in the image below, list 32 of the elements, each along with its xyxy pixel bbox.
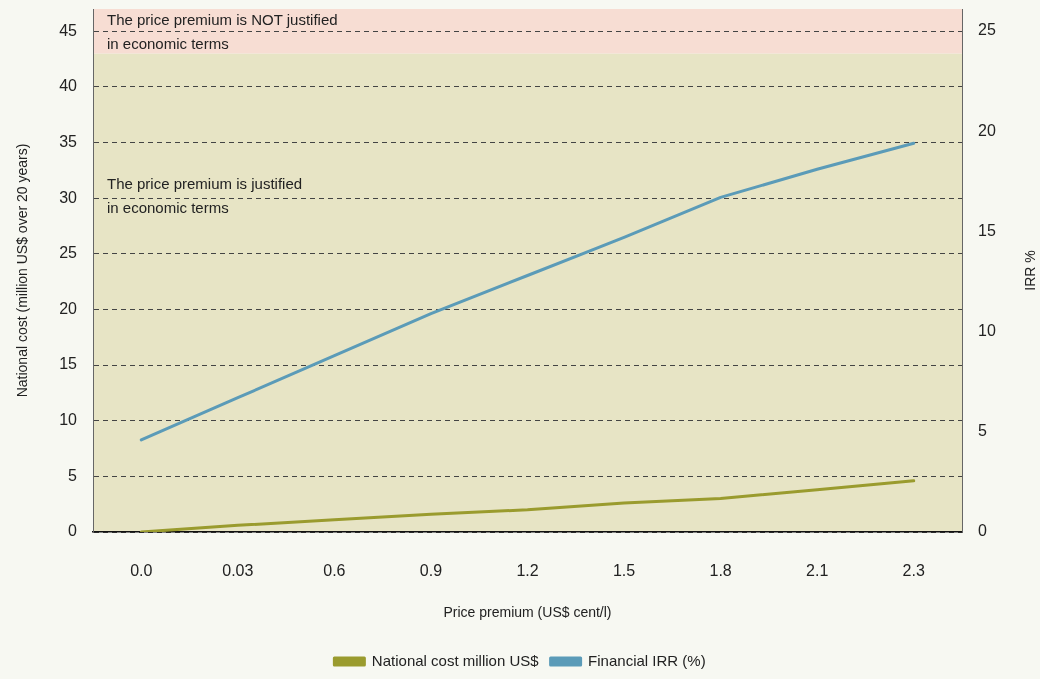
y-tick-label: 30: [59, 188, 78, 206]
x-tick-label: 1.8: [709, 562, 732, 580]
x-axis-title: Price premium (US$ cent/l): [443, 604, 612, 621]
x-tick-label: 0.6: [323, 562, 346, 580]
x-tick-label: 0.9: [419, 562, 443, 580]
legend-label: National cost million US$: [371, 651, 540, 669]
y2-axis-title: IRR %: [1021, 250, 1038, 291]
x-tick-label: 0.0: [130, 562, 153, 580]
x-tick-label: 1.5: [612, 562, 636, 580]
x-tick-label: 0.03: [222, 562, 254, 580]
y2-tick-label: 5: [978, 422, 987, 440]
y-tick-label: 15: [59, 355, 78, 373]
y-tick-label: 0: [68, 522, 78, 540]
y2-tick-label: 20: [978, 121, 996, 139]
x-tick-label: 1.2: [516, 562, 539, 580]
band-label: The price premium is justified in economic terms: [107, 175, 303, 217]
band-label: The price premium is NOT justified in economic terms: [107, 11, 338, 53]
legend-label: Financial IRR (%): [588, 651, 706, 669]
y2-tick-label: 0: [978, 522, 987, 540]
y-tick-label: 5: [68, 466, 78, 484]
y-tick-label: 20: [59, 299, 78, 317]
y-tick-label: 25: [59, 244, 78, 262]
y2-tick-label: 10: [978, 322, 996, 340]
y2-tick-label: 25: [978, 21, 996, 39]
x-tick-label: 2.3: [902, 562, 925, 580]
y-tick-label: 10: [59, 411, 78, 429]
y-tick-label: 35: [59, 132, 78, 150]
y-axis-title: National cost (million US$ over 20 years): [14, 143, 31, 398]
y-tick-label: 45: [59, 21, 78, 39]
y-tick-label: 40: [59, 77, 78, 95]
x-tick-label: 2.1: [806, 562, 829, 580]
y2-tick-label: 15: [978, 221, 996, 239]
